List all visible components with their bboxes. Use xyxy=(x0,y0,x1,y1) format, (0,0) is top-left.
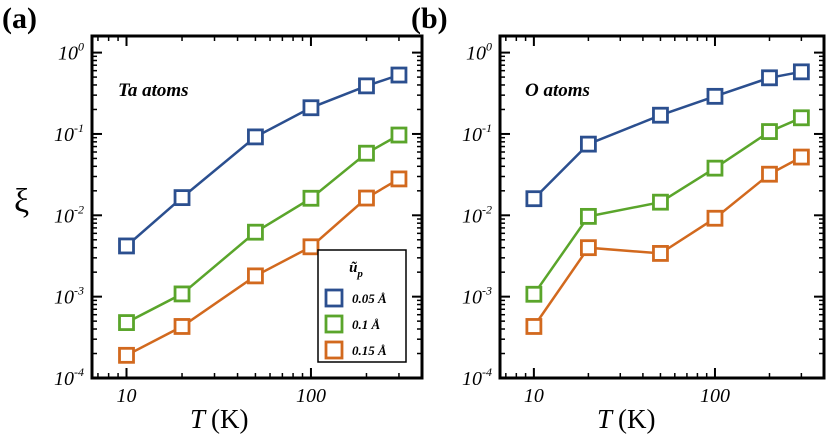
data-point-b-2-2 xyxy=(652,245,669,262)
y-tick-base: 10 xyxy=(462,287,482,309)
data-point-b-2-3 xyxy=(706,209,724,227)
panel-a-x-axis-symbol: T xyxy=(190,404,207,434)
data-point-b-0-3 xyxy=(706,87,724,105)
data-point-b-2-4 xyxy=(761,165,778,183)
y-tick-base: 10 xyxy=(466,43,486,65)
data-point-a-1-5 xyxy=(390,126,408,144)
data-point-a-2-5 xyxy=(390,170,408,188)
panel-a-x-axis-unit: (K) xyxy=(211,404,248,434)
data-point-a-2-3 xyxy=(302,238,320,256)
y-tick-exponent: -3 xyxy=(74,284,84,298)
plot-frame-a xyxy=(90,34,424,380)
data-point-a-2-4 xyxy=(358,189,375,207)
panel-b-x-axis-label: T (K) xyxy=(597,404,656,434)
x-tick-label-a: 100 xyxy=(296,385,326,407)
y-tick-label-a: 10-1 xyxy=(54,121,84,146)
y-tick-exponent: -2 xyxy=(482,202,492,216)
data-point-a-0-5 xyxy=(390,66,408,84)
data-point-b-1-1 xyxy=(579,207,597,225)
y-tick-label-a: 10-2 xyxy=(54,202,84,227)
data-point-a-1-1 xyxy=(173,285,191,303)
data-point-a-1-2 xyxy=(247,223,264,241)
data-point-b-1-2 xyxy=(652,193,669,211)
panel-a-label: (a) xyxy=(2,2,37,35)
y-tick-label-a: 10-4 xyxy=(54,365,84,390)
x-tick-label-b: 10 xyxy=(524,385,544,407)
data-point-b-0-2 xyxy=(652,106,669,124)
data-point-a-2-2 xyxy=(247,267,264,285)
y-axis-label: ξ xyxy=(14,183,29,220)
data-point-a-0-1 xyxy=(173,189,191,207)
panel-b-label: (b) xyxy=(411,2,448,35)
legend-entry-label: 0.1 Å xyxy=(352,317,381,332)
panel-a: (a) ξ Ta atoms T (K) 10-410-310-210-11001… xyxy=(2,2,424,434)
legend-marker-0 xyxy=(324,288,344,308)
data-point-b-1-5 xyxy=(792,109,810,127)
data-point-b-0-0 xyxy=(525,190,543,208)
y-tick-label-b: 100 xyxy=(466,40,492,65)
y-tick-exponent: 0 xyxy=(78,40,84,54)
y-tick-base: 10 xyxy=(54,205,74,227)
panel-a-annotation: Ta atoms xyxy=(118,80,189,101)
legend-title-base: ũ xyxy=(349,260,357,276)
data-point-a-0-0 xyxy=(118,237,135,255)
y-tick-exponent: -1 xyxy=(482,121,492,135)
panel-a-x-axis-label: T (K) xyxy=(190,404,249,434)
y-tick-exponent: 0 xyxy=(486,40,492,54)
y-tick-label-a: 100 xyxy=(58,40,84,65)
data-point-b-0-1 xyxy=(579,135,597,153)
y-tick-label-b: 10-2 xyxy=(462,202,492,227)
data-point-b-1-4 xyxy=(761,123,778,140)
y-tick-exponent: -4 xyxy=(74,365,84,379)
legend-title: ũp xyxy=(349,260,363,280)
data-point-a-1-3 xyxy=(302,189,320,207)
data-point-a-2-1 xyxy=(173,318,191,335)
y-tick-base: 10 xyxy=(462,124,482,146)
y-tick-exponent: -2 xyxy=(74,202,84,216)
data-point-b-2-5 xyxy=(792,148,810,166)
data-point-b-0-5 xyxy=(792,63,810,81)
legend-entry-label: 0.15 Å xyxy=(352,343,387,358)
y-tick-base: 10 xyxy=(462,368,482,390)
y-tick-label-a: 10-3 xyxy=(54,284,84,309)
data-point-a-1-4 xyxy=(358,144,375,162)
data-point-a-2-0 xyxy=(118,346,135,364)
legend-marker-1 xyxy=(324,314,344,334)
y-tick-base: 10 xyxy=(58,43,78,65)
y-tick-exponent: -1 xyxy=(74,121,84,135)
data-point-a-0-3 xyxy=(302,99,320,117)
plot-frame-b xyxy=(498,34,826,380)
data-point-b-1-3 xyxy=(706,159,724,177)
data-point-a-1-0 xyxy=(118,314,135,331)
y-tick-label-b: 10-3 xyxy=(462,284,492,309)
data-point-a-0-4 xyxy=(358,77,375,95)
panel-b-x-axis-unit: (K) xyxy=(618,404,655,434)
panel-b-annotation: O atoms xyxy=(525,80,590,101)
y-tick-base: 10 xyxy=(462,205,482,227)
y-tick-label-b: 10-4 xyxy=(462,365,492,390)
y-tick-base: 10 xyxy=(54,287,74,309)
x-tick-label-a: 10 xyxy=(117,385,137,407)
y-tick-exponent: -4 xyxy=(482,365,492,379)
y-tick-exponent: -3 xyxy=(482,284,492,298)
data-point-b-0-4 xyxy=(761,69,778,87)
data-point-b-2-0 xyxy=(525,318,543,335)
y-tick-label-b: 10-1 xyxy=(462,121,492,146)
x-tick-label-b: 100 xyxy=(700,385,730,407)
legend-title-subscript: p xyxy=(356,268,363,280)
y-tick-base: 10 xyxy=(54,124,74,146)
data-point-a-0-2 xyxy=(247,128,264,146)
data-point-b-1-0 xyxy=(525,285,543,303)
legend: ũp 0.05 Å 0.1 Å 0.15 Å xyxy=(317,249,407,363)
data-point-b-2-1 xyxy=(579,239,597,257)
panel-b-x-axis-symbol: T xyxy=(597,404,614,434)
legend-marker-2 xyxy=(324,340,344,360)
y-tick-base: 10 xyxy=(54,368,74,390)
legend-entry-label: 0.05 Å xyxy=(352,291,387,306)
